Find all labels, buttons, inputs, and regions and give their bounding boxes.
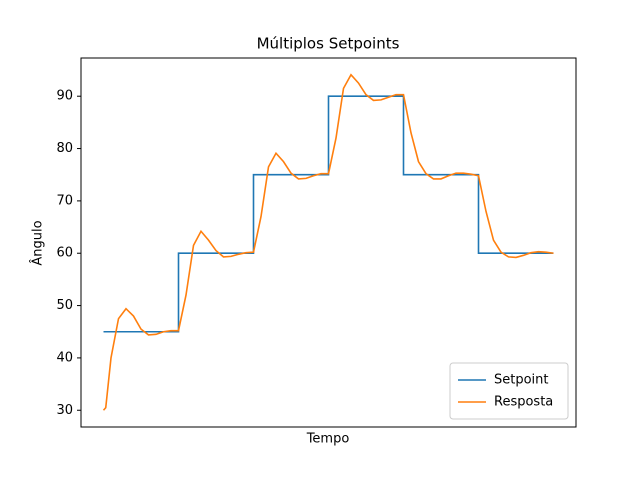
y-tick-label: 40 [56, 350, 73, 365]
y-axis-label: Ângulo [30, 220, 46, 265]
line [102, 73, 554, 411]
y-tick-label: 30 [56, 403, 73, 418]
y-tick-label: 50 [56, 298, 73, 313]
legend-label: Setpoint [494, 373, 549, 388]
legend-box [449, 362, 569, 420]
line [103, 95, 554, 333]
y-tick-label: 70 [56, 193, 73, 208]
y-tick-label: 80 [56, 141, 73, 156]
y-tick-label: 60 [56, 246, 73, 261]
x-axis-label: Tempo [306, 432, 350, 447]
plot-frame [80, 57, 577, 428]
legend-label: Resposta [494, 395, 553, 410]
y-tick-label: 90 [56, 89, 73, 104]
chart-title: Múltiplos Setpoints [257, 35, 400, 53]
